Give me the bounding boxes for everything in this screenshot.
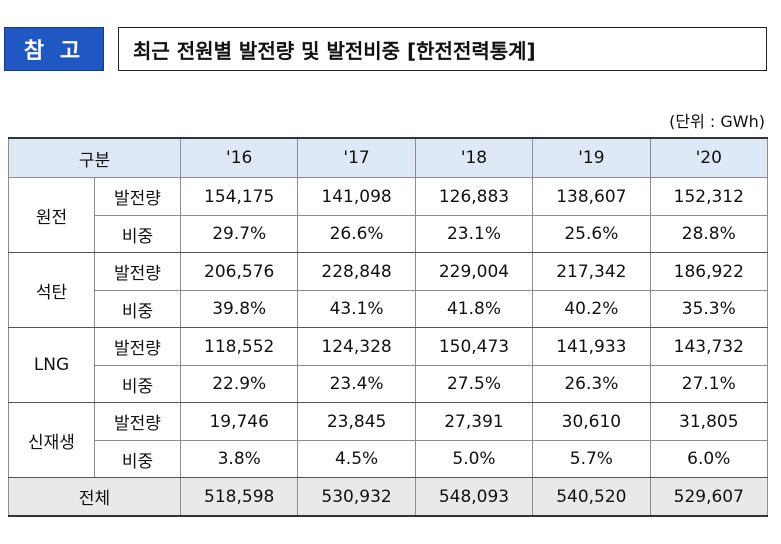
table-row: 비중 29.7% 26.6% 23.1% 25.6% 28.8% <box>9 215 769 253</box>
metric-label: 발전량 <box>94 402 181 441</box>
value-cell: 4.5% <box>297 440 416 478</box>
value-cell: 27.1% <box>649 365 769 403</box>
value-cell: 39.8% <box>179 290 299 328</box>
reference-badge: 참 고 <box>4 27 104 71</box>
page-title: 최근 전원별 발전량 및 발전비중 [한전전력통계] <box>118 27 767 71</box>
value-cell: 141,098 <box>297 177 416 216</box>
year-header: '17 <box>297 137 416 178</box>
value-cell: 35.3% <box>649 290 769 328</box>
value-cell: 29.7% <box>179 215 299 253</box>
value-cell: 5.0% <box>414 440 534 478</box>
page-header: 참 고 <box>4 27 104 71</box>
metric-label: 발전량 <box>94 327 181 366</box>
value-cell: 23,845 <box>297 402 416 441</box>
value-cell: 186,922 <box>649 252 769 291</box>
value-cell: 152,312 <box>649 177 769 216</box>
source-name: 석탄 <box>8 252 95 328</box>
source-name: 원전 <box>8 177 95 253</box>
year-header: '16 <box>179 137 299 178</box>
metric-label: 비중 <box>94 215 181 253</box>
value-cell: 143,732 <box>649 327 769 366</box>
total-cell: 518,598 <box>179 477 299 517</box>
value-cell: 28.8% <box>649 215 769 253</box>
table-row: 비중 39.8% 43.1% 41.8% 40.2% 35.3% <box>9 290 769 328</box>
corner-header: 구분 <box>8 137 181 178</box>
value-cell: 31,805 <box>649 402 769 441</box>
value-cell: 126,883 <box>414 177 534 216</box>
value-cell: 124,328 <box>297 327 416 366</box>
value-cell: 228,848 <box>297 252 416 291</box>
source-name: LNG <box>8 327 95 403</box>
total-cell: 540,520 <box>532 477 651 517</box>
value-cell: 118,552 <box>179 327 299 366</box>
value-cell: 206,576 <box>179 252 299 291</box>
generation-table: 구분 '16 '17 '18 '19 '20 원전 발전량 154,175 14… <box>8 137 769 517</box>
total-cell: 530,932 <box>297 477 416 517</box>
table-row: 비중 22.9% 23.4% 27.5% 26.3% 27.1% <box>9 365 769 403</box>
table-row: 비중 3.8% 4.5% 5.0% 5.7% 6.0% <box>9 440 769 478</box>
metric-label: 발전량 <box>94 177 181 216</box>
value-cell: 6.0% <box>649 440 769 478</box>
table-row: 원전 발전량 154,175 141,098 126,883 138,607 1… <box>8 177 769 253</box>
value-cell: 23.1% <box>414 215 534 253</box>
table-row: 신재생 발전량 19,746 23,845 27,391 30,610 31,8… <box>8 402 769 478</box>
metric-label: 비중 <box>94 290 181 328</box>
value-cell: 41.8% <box>414 290 534 328</box>
total-row: 전체 518,598 530,932 548,093 540,520 529,6… <box>8 477 769 517</box>
unit-note: (단위 : GWh) <box>669 112 765 131</box>
value-cell: 30,610 <box>532 402 651 441</box>
table-row: 석탄 발전량 206,576 228,848 229,004 217,342 1… <box>8 252 769 328</box>
value-cell: 3.8% <box>179 440 299 478</box>
value-cell: 40.2% <box>532 290 651 328</box>
value-cell: 217,342 <box>532 252 651 291</box>
total-label: 전체 <box>8 477 181 517</box>
metric-label: 발전량 <box>94 252 181 291</box>
value-cell: 22.9% <box>179 365 299 403</box>
value-cell: 26.3% <box>532 365 651 403</box>
value-cell: 27.5% <box>414 365 534 403</box>
value-cell: 138,607 <box>532 177 651 216</box>
year-header: '19 <box>532 137 651 178</box>
source-name: 신재생 <box>8 402 95 478</box>
table-row: LNG 발전량 118,552 124,328 150,473 141,933 … <box>8 327 769 403</box>
value-cell: 26.6% <box>297 215 416 253</box>
value-cell: 141,933 <box>532 327 651 366</box>
metric-label: 비중 <box>94 365 181 403</box>
total-cell: 529,607 <box>649 477 769 517</box>
value-cell: 229,004 <box>414 252 534 291</box>
value-cell: 23.4% <box>297 365 416 403</box>
value-cell: 19,746 <box>179 402 299 441</box>
value-cell: 150,473 <box>414 327 534 366</box>
table-header-row: 구분 '16 '17 '18 '19 '20 <box>8 137 769 178</box>
metric-label: 비중 <box>94 440 181 478</box>
value-cell: 5.7% <box>532 440 651 478</box>
year-header: '20 <box>649 137 769 178</box>
value-cell: 25.6% <box>532 215 651 253</box>
year-header: '18 <box>414 137 534 178</box>
total-cell: 548,093 <box>414 477 534 517</box>
value-cell: 27,391 <box>414 402 534 441</box>
value-cell: 43.1% <box>297 290 416 328</box>
value-cell: 154,175 <box>179 177 299 216</box>
